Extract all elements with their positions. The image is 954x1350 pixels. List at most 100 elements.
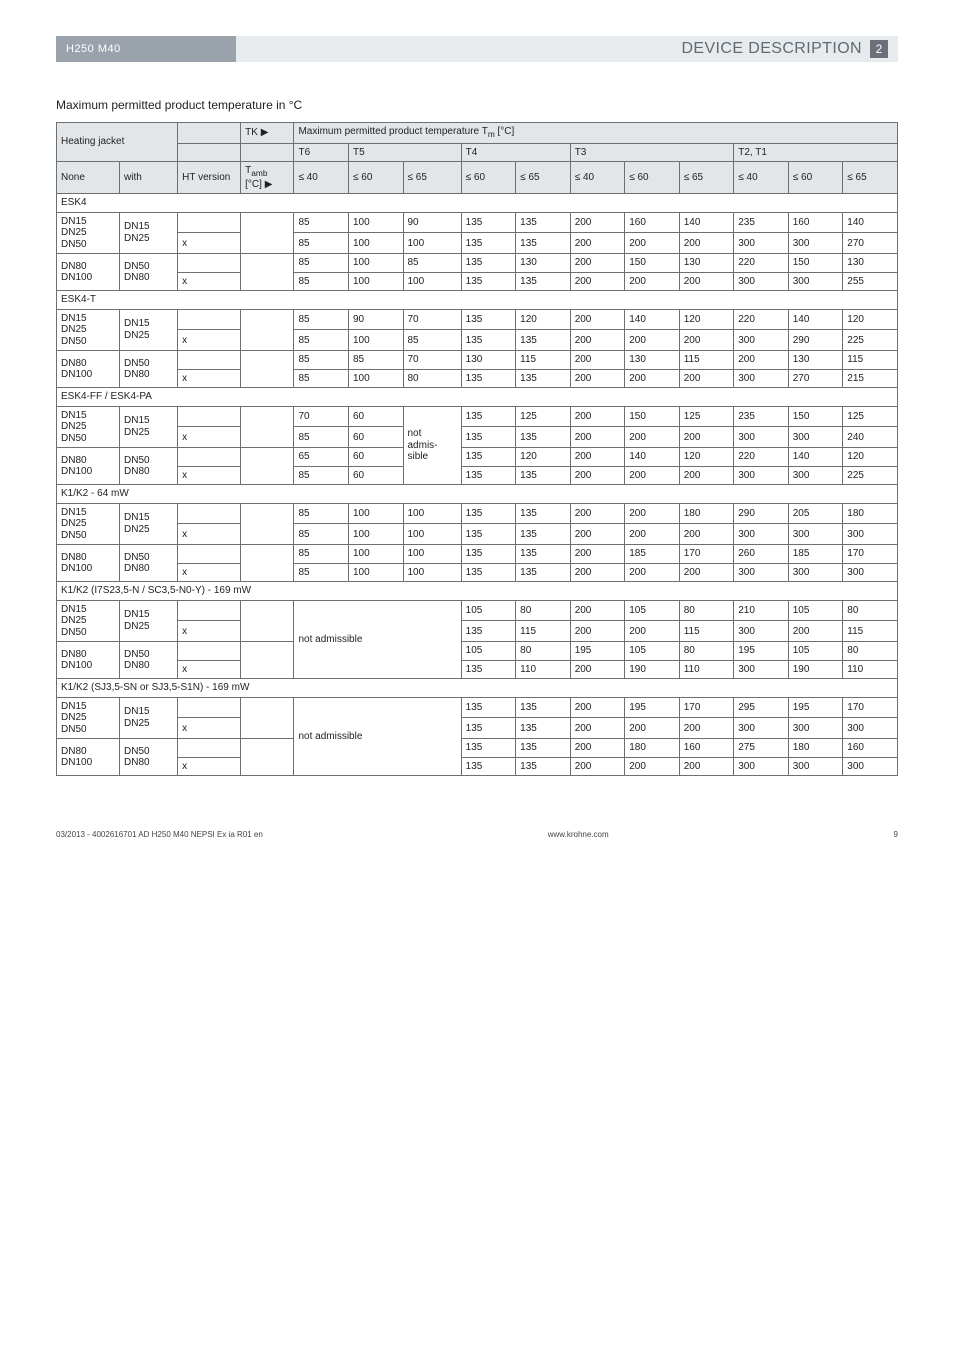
val: 200 xyxy=(570,272,625,291)
val: 130 xyxy=(788,351,843,370)
val: 300 xyxy=(843,757,898,776)
page-footer: 03/2013 - 4002616701 AD H250 M40 NEPSI E… xyxy=(56,830,898,839)
cell-with: DN50DN80 xyxy=(120,448,178,485)
cell-none: DN15DN25DN50 xyxy=(57,309,120,351)
cell-with: DN15DN25 xyxy=(120,600,178,642)
val: 200 xyxy=(788,621,843,642)
cell-tamb-empty xyxy=(241,545,294,582)
val: 300 xyxy=(734,466,789,485)
cell-ht-x: x xyxy=(178,660,241,679)
cell-none: DN15DN25DN50 xyxy=(57,406,120,448)
val: 135 xyxy=(516,466,571,485)
cell-tamb-empty xyxy=(241,448,294,485)
val: 180 xyxy=(843,503,898,524)
hdr-leq-8: ≤ 40 xyxy=(734,162,789,194)
hdr-heating-jacket: Heating jacket xyxy=(57,123,178,162)
cell-ht xyxy=(178,351,241,370)
cell-tamb-empty xyxy=(241,503,294,545)
cell-ht xyxy=(178,642,241,661)
val: 105 xyxy=(461,642,516,661)
val: 135 xyxy=(461,330,516,351)
val: 135 xyxy=(516,427,571,448)
val: 270 xyxy=(788,369,843,388)
val: 300 xyxy=(734,272,789,291)
cell-with: DN50DN80 xyxy=(120,254,178,291)
section-title: K1/K2 (I7S23,5-N / SC3,5-N0-Y) - 169 mW xyxy=(57,582,898,601)
val: 220 xyxy=(734,448,789,467)
cell-none: DN15DN25DN50 xyxy=(57,503,120,545)
val: 120 xyxy=(516,448,571,467)
val: 135 xyxy=(461,545,516,564)
val: 115 xyxy=(516,351,571,370)
val: 85 xyxy=(403,330,461,351)
page-header: H250 M40 DEVICE DESCRIPTION 2 xyxy=(56,36,898,62)
val: 200 xyxy=(570,233,625,254)
val: 300 xyxy=(734,621,789,642)
val: 110 xyxy=(679,660,734,679)
val: 185 xyxy=(625,545,680,564)
cell-ht-x: x xyxy=(178,466,241,485)
cell-ht xyxy=(178,448,241,467)
val: 200 xyxy=(570,563,625,582)
val: 235 xyxy=(734,212,789,233)
val: 220 xyxy=(734,309,789,330)
footer-right: 9 xyxy=(894,830,898,839)
val: 200 xyxy=(570,660,625,679)
val: 200 xyxy=(625,503,680,524)
cell-ht-x: x xyxy=(178,718,241,739)
val: 300 xyxy=(734,718,789,739)
val: 135 xyxy=(461,233,516,254)
hdr-leq-2: ≤ 65 xyxy=(403,162,461,194)
val: 150 xyxy=(625,406,680,427)
val: 135 xyxy=(516,272,571,291)
val: 160 xyxy=(679,739,734,758)
val: 200 xyxy=(570,545,625,564)
cell-none: DN80DN100 xyxy=(57,642,120,679)
val: 205 xyxy=(788,503,843,524)
val: 85 xyxy=(403,254,461,273)
cell-none: DN80DN100 xyxy=(57,545,120,582)
hdr-leq-6: ≤ 60 xyxy=(625,162,680,194)
cell-ht-x: x xyxy=(178,524,241,545)
hdr-T2T1: T2, T1 xyxy=(734,143,898,162)
cell-with: DN50DN80 xyxy=(120,739,178,776)
val: 135 xyxy=(516,503,571,524)
val: 140 xyxy=(679,212,734,233)
cell-ht-x: x xyxy=(178,233,241,254)
val: 200 xyxy=(679,466,734,485)
val: 255 xyxy=(843,272,898,291)
hdr-leq-7: ≤ 65 xyxy=(679,162,734,194)
val: 80 xyxy=(516,600,571,621)
cell-tamb-empty xyxy=(241,309,294,351)
val: 300 xyxy=(734,369,789,388)
cell-not-admissible: not admissible xyxy=(294,600,461,679)
val: 135 xyxy=(461,254,516,273)
val: 300 xyxy=(788,563,843,582)
val: 80 xyxy=(516,642,571,661)
val: 150 xyxy=(625,254,680,273)
val: 300 xyxy=(788,233,843,254)
val: 115 xyxy=(679,621,734,642)
val: 170 xyxy=(843,697,898,718)
val: 225 xyxy=(843,330,898,351)
cell-none: DN80DN100 xyxy=(57,448,120,485)
val: 115 xyxy=(843,621,898,642)
hdr-none: None xyxy=(57,162,120,194)
val: 135 xyxy=(461,697,516,718)
val: 220 xyxy=(734,254,789,273)
val: 85 xyxy=(294,272,349,291)
val: 300 xyxy=(788,272,843,291)
val: 60 xyxy=(348,466,403,485)
val: 135 xyxy=(516,718,571,739)
val: 125 xyxy=(516,406,571,427)
hdr-leq-1: ≤ 60 xyxy=(348,162,403,194)
val: 135 xyxy=(461,739,516,758)
val: 85 xyxy=(294,212,349,233)
val: 200 xyxy=(625,466,680,485)
val: 200 xyxy=(570,330,625,351)
val: 100 xyxy=(348,503,403,524)
val: 200 xyxy=(570,212,625,233)
val: 100 xyxy=(348,369,403,388)
val: 300 xyxy=(734,563,789,582)
cell-tamb-empty xyxy=(241,642,294,679)
